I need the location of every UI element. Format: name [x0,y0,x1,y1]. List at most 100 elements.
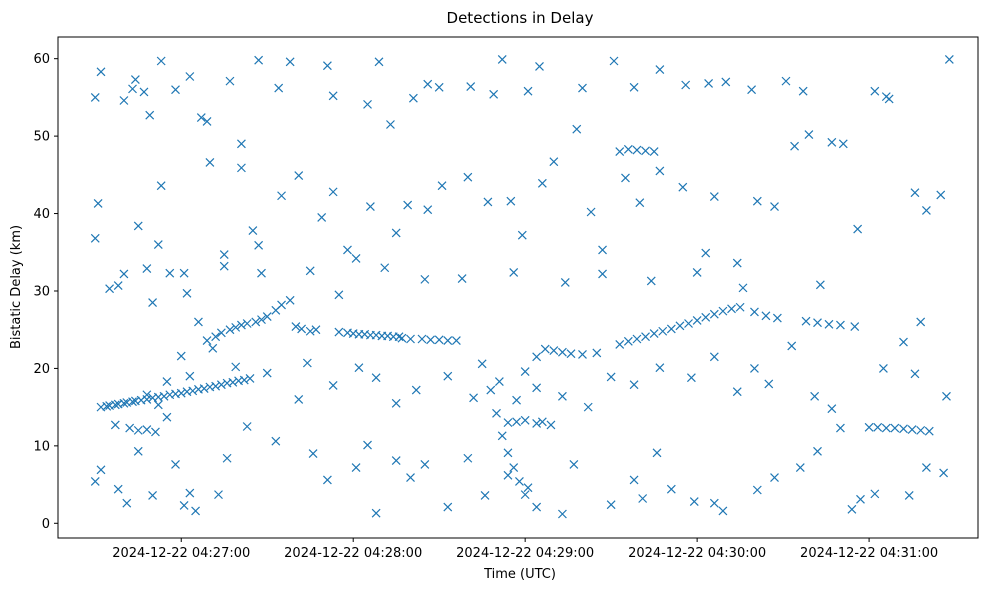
data-point-marker [457,274,467,284]
data-point-marker [557,391,567,401]
data-point-marker [182,288,192,298]
data-point-marker [572,124,582,134]
data-point-marker [159,391,169,401]
data-point-marker [666,484,676,494]
y-tick-label: 0 [42,517,50,532]
data-point-marker [202,336,212,345]
x-axis-ticks: 2024-12-22 04:27:00 2024-12-22 04:28:00 20… [112,538,938,561]
data-point-marker [142,390,152,400]
data-point-marker [139,87,149,97]
data-point-marker [750,307,759,317]
data-point-marker [798,86,808,96]
data-point-marker [305,326,315,336]
data-point-marker [532,383,542,393]
x-tick-label: 2024-12-22 04:28:00 [284,546,422,561]
data-point-marker [328,187,338,197]
data-point-marker [557,347,567,357]
data-point-marker [463,453,473,463]
data-point-marker [629,82,639,92]
data-point-marker [113,281,123,290]
data-point-marker [351,254,361,263]
data-point-marker [153,240,163,249]
data-point-marker [391,456,401,465]
data-point-marker [752,196,762,206]
data-point-marker [735,302,745,312]
data-point-marker [718,506,728,516]
data-point-marker [133,425,143,435]
data-point-marker [537,417,547,427]
x-tick-label: 2024-12-22 04:27:00 [112,546,250,561]
data-point-marker [781,76,791,86]
data-point-marker [443,502,453,512]
data-point-marker [497,431,507,441]
data-point-marker [102,401,112,411]
data-point-marker [262,312,272,321]
data-point-marker [847,504,857,514]
data-point-marker [770,202,779,212]
data-point-marker [322,475,332,485]
data-point-marker [162,412,172,422]
data-point-marker [277,300,286,310]
data-point-marker [188,386,198,396]
data-point-marker [689,497,699,507]
data-point-marker [709,309,719,319]
data-point-marker [569,460,579,469]
data-point-marker [371,508,381,518]
data-point-marker [148,298,158,308]
data-point-marker [801,316,811,326]
data-point-marker [684,319,693,328]
data-point-marker [916,317,926,327]
x-tick-label: 2024-12-22 04:30:00 [628,546,766,561]
data-point-marker [813,446,822,456]
data-point-marker [890,423,900,433]
data-point-marker [910,369,920,379]
data-point-marker [853,224,863,234]
data-point-marker [191,506,200,516]
data-point-marker [520,367,530,376]
y-tick-label: 60 [33,52,50,67]
data-point-marker [503,448,513,458]
data-point-marker [125,423,135,433]
data-point-marker [145,110,155,120]
data-point-marker [506,196,516,206]
data-point-marker [509,463,519,472]
data-point-marker [202,116,212,126]
y-axis-ticks: 0 10 20 30 40 50 60 [33,52,58,532]
data-point-marker [451,336,461,345]
data-point-marker [228,377,238,387]
data-point-marker [363,99,372,109]
data-point-marker [214,490,223,500]
data-point-marker [113,484,123,494]
data-point-marker [936,190,946,200]
data-point-marker [119,269,129,279]
data-point-marker [443,371,453,381]
data-point-marker [171,460,180,469]
data-point-marker [317,212,327,222]
data-point-marker [704,79,714,88]
data-point-marker [623,336,633,346]
data-point-marker [434,335,444,345]
data-point-marker [179,501,189,510]
data-point-marker [598,269,607,279]
data-point-marker [477,359,487,369]
data-point-marker [836,423,845,433]
data-point-marker [486,385,496,395]
data-point-marker [294,171,304,181]
x-tick-label: 2024-12-22 04:31:00 [800,546,938,561]
data-point-marker [692,315,702,325]
data-point-marker [205,158,215,167]
data-point-marker [494,377,504,387]
data-point-marker [675,321,685,331]
data-point-marker [540,344,550,354]
data-point-marker [153,400,163,410]
data-point-marker [334,327,344,337]
data-point-marker [426,335,436,345]
data-point-marker [216,328,226,338]
data-markers [90,55,954,519]
data-point-marker [242,319,252,328]
data-point-marker [391,398,401,408]
data-point-marker [520,490,530,500]
data-point-marker [649,147,659,157]
data-point-marker [523,483,533,493]
